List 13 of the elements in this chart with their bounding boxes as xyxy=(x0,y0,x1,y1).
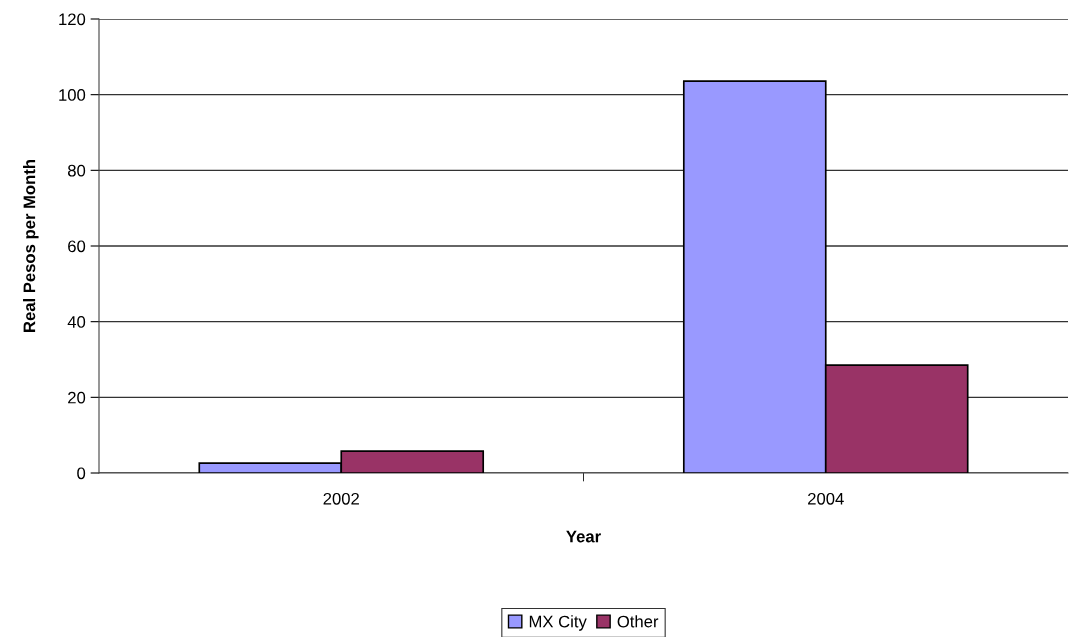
x-tick-label: 2002 xyxy=(323,492,359,505)
y-tick-label: 60 xyxy=(68,240,86,253)
y-tick-label: 20 xyxy=(68,391,86,404)
y-axis-title: Real Pesos per Month xyxy=(23,159,39,332)
x-tick-label: 2004 xyxy=(808,492,844,505)
y-tick-label: 80 xyxy=(67,164,86,177)
y-tick-label: 120 xyxy=(59,13,86,26)
y-tick-label: 100 xyxy=(59,89,86,101)
y-tick-label: 0 xyxy=(77,467,86,480)
y-tick-label: 40 xyxy=(67,316,86,328)
legend-label: Other xyxy=(617,615,659,628)
x-axis-title: Year xyxy=(566,530,601,543)
legend-label: MX City xyxy=(529,615,587,631)
